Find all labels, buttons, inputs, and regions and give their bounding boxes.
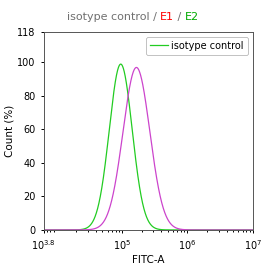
Text: E1: E1	[160, 12, 174, 22]
X-axis label: FITC-A: FITC-A	[132, 255, 164, 265]
Text: isotype control /: isotype control /	[67, 12, 160, 22]
Text: E2: E2	[185, 12, 199, 22]
Text: /: /	[174, 12, 185, 22]
Legend: isotype control: isotype control	[146, 37, 248, 55]
Y-axis label: Count (%): Count (%)	[4, 105, 14, 157]
